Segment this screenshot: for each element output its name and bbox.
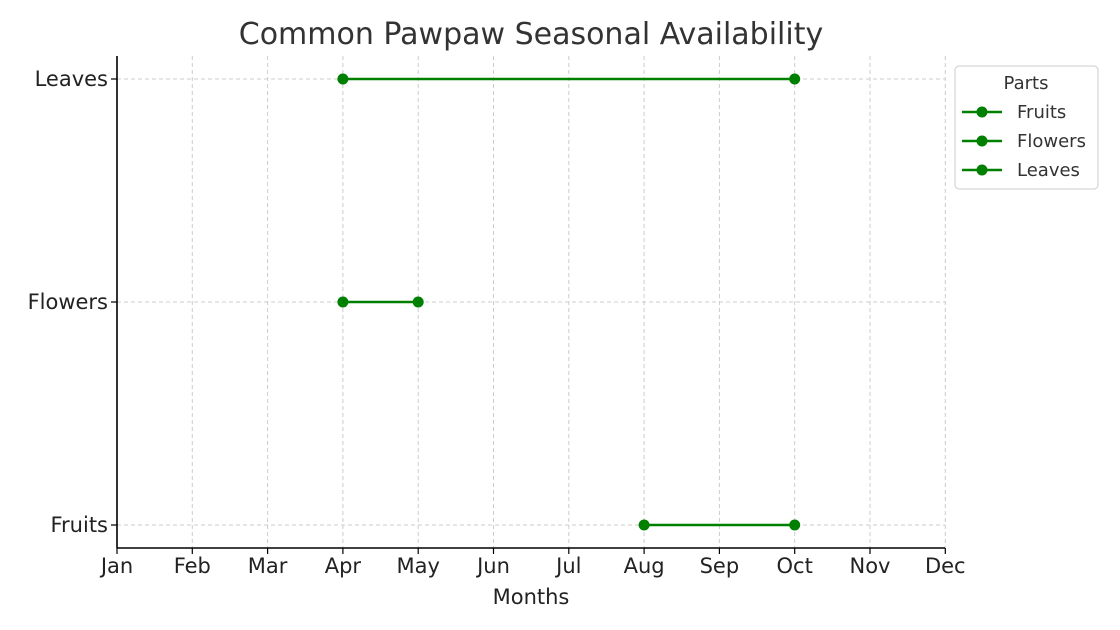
y-tick-label: Flowers: [28, 290, 108, 314]
y-ticks: Fruits Flowers Leaves: [28, 67, 117, 537]
data-point-flowers: [337, 296, 349, 308]
x-tick-label: Dec: [925, 554, 966, 578]
x-tick-label: Apr: [325, 554, 362, 578]
x-tick-label: Oct: [777, 554, 813, 578]
x-tick-label: Jan: [99, 554, 133, 578]
data-point-fruits: [789, 519, 801, 531]
x-tick-label: Nov: [850, 554, 891, 578]
y-tick-label: Fruits: [50, 513, 108, 537]
x-tick-label: Feb: [174, 554, 211, 578]
legend-title: Parts: [1004, 73, 1049, 94]
x-tick-label: Sep: [700, 554, 740, 578]
x-tick-label: Jun: [475, 554, 510, 578]
data-point-leaves: [789, 73, 801, 85]
chart-title: Common Pawpaw Seasonal Availability: [239, 17, 823, 52]
legend-box: [954, 65, 1099, 190]
x-tick-label: May: [396, 554, 439, 578]
series: [337, 73, 801, 531]
legend-items: Fruits Flowers Leaves: [962, 102, 1086, 181]
legend-swatch-marker: [976, 135, 988, 147]
x-tick-label: Jul: [554, 554, 581, 578]
x-ticks: Jan Feb Mar Apr May Jun Jul Aug Sep Oct Nov Dec: [99, 548, 966, 578]
legend-label: Leaves: [1017, 160, 1080, 181]
x-tick-label: Aug: [624, 554, 665, 578]
grid: [117, 56, 946, 548]
legend-label: Fruits: [1017, 102, 1066, 123]
data-point-flowers: [412, 296, 424, 308]
legend-label: Flowers: [1017, 131, 1086, 152]
data-point-fruits: [638, 519, 650, 531]
data-point-leaves: [337, 73, 349, 85]
x-axis-label: Months: [493, 585, 570, 609]
legend-swatch-marker: [976, 106, 988, 118]
legend-swatch-marker: [976, 164, 988, 176]
y-tick-label: Leaves: [35, 67, 108, 91]
legend: Parts Fruits Flowers Leaves: [954, 65, 1099, 190]
x-tick-label: Mar: [248, 554, 288, 578]
